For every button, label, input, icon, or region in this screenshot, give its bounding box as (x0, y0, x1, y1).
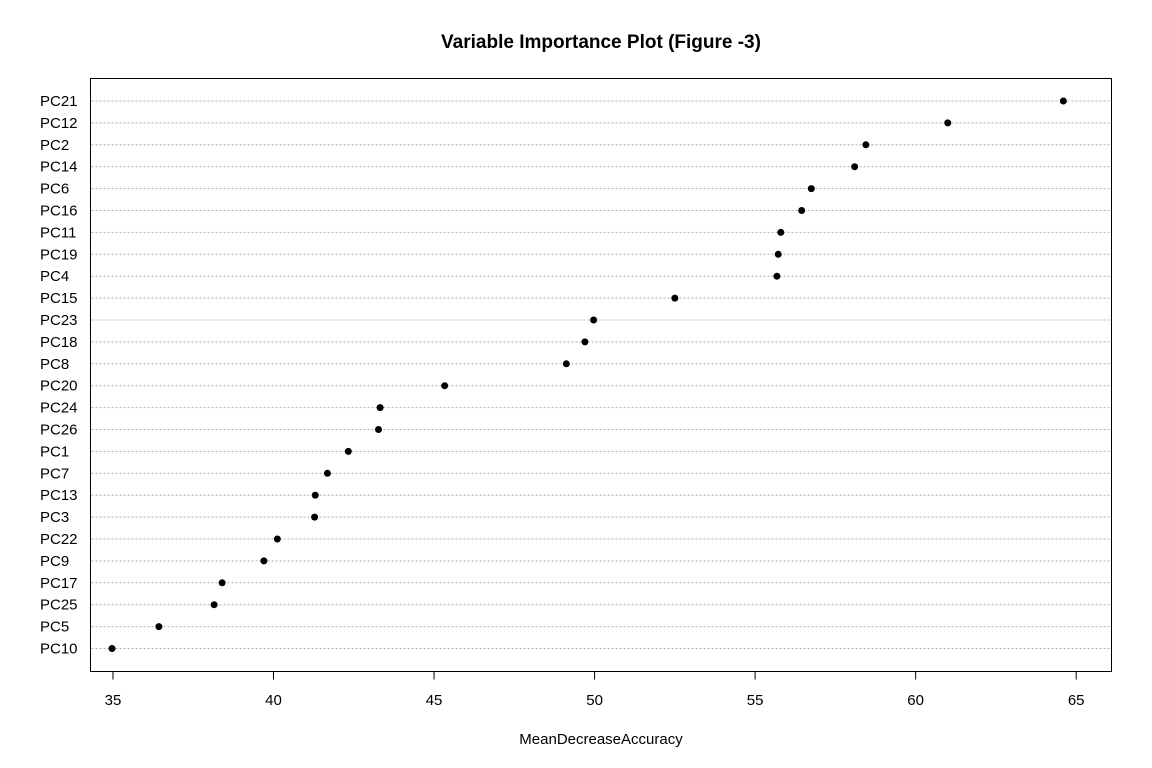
data-point (323, 469, 331, 477)
x-tick-label: 45 (426, 692, 443, 709)
data-point (155, 623, 163, 631)
category-label: PC17 (40, 575, 78, 592)
category-label: PC25 (40, 597, 78, 614)
data-point (441, 382, 449, 390)
x-tick-label: 55 (747, 692, 764, 709)
data-point (311, 513, 319, 521)
data-point (344, 447, 352, 455)
category-label: PC5 (40, 619, 69, 636)
data-point (273, 535, 281, 543)
data-point (862, 141, 870, 149)
data-point (1059, 97, 1067, 105)
category-label: PC24 (40, 400, 78, 417)
category-label: PC15 (40, 290, 78, 307)
x-tick-label: 65 (1068, 692, 1085, 709)
category-label: PC10 (40, 641, 78, 658)
chart-title: Variable Importance Plot (Figure -3) (441, 32, 761, 53)
data-point (108, 645, 116, 652)
category-labels: PC21 PC12 PC2 PC14 PC6 PC16 PC11 PC19 PC4 PC15 PC2… (40, 93, 78, 658)
category-label: PC13 (40, 487, 78, 504)
category-label: PC6 (40, 181, 69, 198)
category-label: PC3 (40, 509, 69, 526)
category-label: PC14 (40, 159, 78, 176)
x-tick-label: 50 (586, 692, 603, 709)
category-label: PC16 (40, 203, 78, 220)
category-label: PC26 (40, 422, 78, 439)
data-point (260, 557, 268, 565)
data-point (773, 272, 781, 280)
data-point (311, 491, 319, 499)
category-label: PC4 (40, 268, 69, 285)
category-label: PC22 (40, 531, 78, 548)
data-point (590, 316, 598, 324)
data-point (807, 185, 815, 193)
x-tick-label: 35 (105, 692, 122, 709)
data-point (851, 163, 859, 171)
data-point (777, 228, 785, 236)
grid-lines (91, 100, 1111, 649)
data-point (376, 404, 384, 412)
data-point (798, 207, 806, 214)
data-point (774, 250, 782, 258)
data-point (562, 360, 570, 368)
data-point (218, 579, 226, 587)
x-tick-label: 60 (907, 692, 924, 709)
category-label: PC21 (40, 93, 78, 110)
category-label: PC9 (40, 553, 69, 570)
plot-frame (90, 78, 1112, 672)
category-label: PC11 (40, 224, 76, 241)
category-label: PC7 (40, 465, 69, 482)
data-point (581, 338, 589, 346)
data-point (671, 294, 679, 302)
category-label: PC18 (40, 334, 78, 351)
category-label: PC8 (40, 356, 69, 373)
category-label: PC12 (40, 115, 78, 132)
data-point (210, 601, 218, 609)
category-label: PC23 (40, 312, 78, 329)
category-label: PC1 (40, 443, 69, 460)
x-tick-label: 40 (265, 692, 282, 709)
category-label: PC19 (40, 246, 78, 263)
data-points (108, 97, 1067, 652)
category-label: PC2 (40, 137, 69, 154)
category-label: PC20 (40, 378, 78, 395)
data-point (374, 426, 382, 433)
x-axis-title: MeanDecreaseAccuracy (519, 731, 683, 748)
x-axis: 35 40 45 50 55 60 65 (105, 671, 1085, 709)
data-point (944, 119, 952, 127)
